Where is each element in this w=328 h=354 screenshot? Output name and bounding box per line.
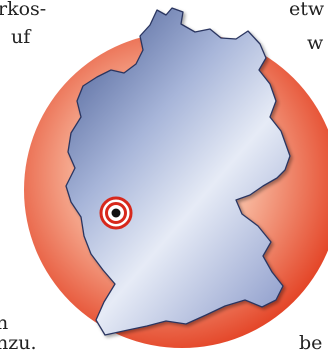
text-fragment-top-left-2: uf bbox=[11, 26, 31, 48]
text-fragment-bottom-left-1: n bbox=[0, 312, 9, 334]
text-fragment-top-right-1: etw bbox=[289, 0, 325, 20]
germany-silhouette bbox=[65, 7, 291, 336]
text-fragment-top-left-1: rkos- bbox=[0, 0, 47, 20]
location-marker-icon bbox=[99, 196, 133, 230]
text-fragment-top-right-2: w bbox=[307, 32, 324, 54]
text-fragment-bottom-left-2: nzu. bbox=[0, 332, 37, 354]
text-fragment-bottom-right-1: be bbox=[299, 332, 323, 354]
